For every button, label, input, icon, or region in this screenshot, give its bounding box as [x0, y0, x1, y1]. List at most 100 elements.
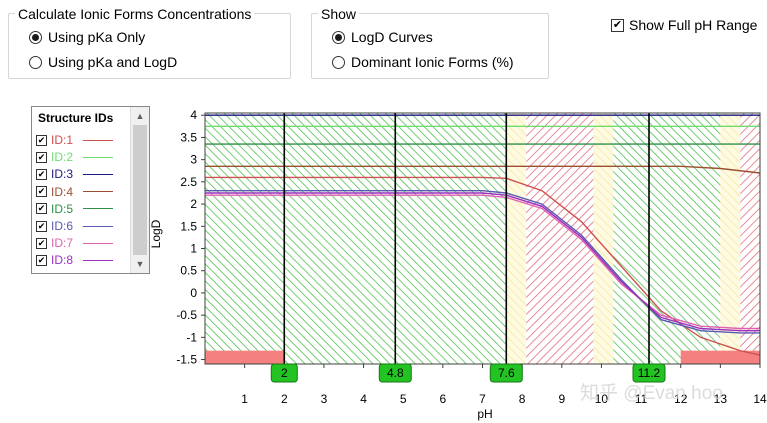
scroll-up-icon[interactable]: ▲ [135, 111, 145, 121]
legend-item-label: ID:5 [51, 201, 74, 216]
show-full-ph-range-box[interactable]: ✔ [611, 18, 624, 32]
legend-item-checkbox[interactable]: ✔ [36, 237, 47, 249]
legend-item-label: ID:3 [51, 167, 74, 182]
pka-marker-box [632, 363, 666, 383]
x-tick-label: 3 [321, 392, 328, 406]
ph-region-yellow [506, 113, 527, 364]
pka-marker-box [489, 363, 523, 383]
y-tick-label: 4 [190, 108, 197, 122]
y-tick-label: 2.5 [180, 175, 197, 189]
structure-ids-legend: Structure IDs ✔ ID:1 ✔ ID:2 ✔ ID:3 ✔ ID:4 ✔ ID:5 ✔… [31, 106, 150, 274]
scroll-down-icon[interactable]: ▼ [135, 259, 145, 269]
y-tick-label: 3 [190, 153, 197, 167]
scroll-thumb[interactable] [133, 125, 147, 255]
y-tick-label: 0.5 [180, 264, 197, 278]
x-tick-label: 4 [360, 392, 367, 406]
radio-pka-only[interactable]: Using pKa Only [29, 29, 145, 45]
legend-item[interactable]: ✔ ID:3 [36, 167, 113, 181]
legend-item-label: ID:7 [51, 236, 74, 251]
radio-dominant-forms-circle[interactable] [332, 55, 345, 69]
range-bar [205, 350, 285, 364]
x-tick-label: 14 [753, 392, 767, 406]
show-full-ph-range-checkbox[interactable]: ✔ Show Full pH Range [611, 17, 757, 33]
ph-region-green [613, 113, 721, 364]
radio-pka-only-circle[interactable] [29, 30, 42, 44]
legend-item[interactable]: ✔ ID:2 [36, 150, 113, 164]
legend-item[interactable]: ✔ ID:5 [36, 202, 113, 216]
legend-item[interactable]: ✔ ID:7 [36, 236, 113, 250]
legend-item-checkbox[interactable]: ✔ [36, 168, 47, 180]
pka-marker[interactable]: 11.2 [632, 363, 666, 383]
radio-dominant-forms[interactable]: Dominant Ionic Forms (%) [332, 54, 514, 70]
legend-item-swatch [83, 225, 113, 227]
x-tick-label: 2 [281, 392, 288, 406]
x-tick-label: 10 [595, 392, 609, 406]
radio-pka-logd-circle[interactable] [29, 55, 42, 69]
logd-curve-id6 [205, 190, 760, 334]
radio-pka-logd[interactable]: Using pKa and LogD [29, 54, 177, 70]
legend-item-label: ID:4 [51, 184, 74, 199]
pka-marker[interactable]: 2 [270, 363, 298, 383]
x-tick-label: 13 [714, 392, 728, 406]
legend-item-label: ID:2 [51, 150, 74, 165]
legend-item-label: ID:1 [51, 133, 74, 147]
x-tick-label: 7 [479, 392, 486, 406]
ph-region-yellow [593, 113, 614, 364]
legend-item[interactable]: ✔ ID:1 [36, 133, 113, 147]
legend-item-checkbox[interactable]: ✔ [36, 134, 47, 146]
legend-item-swatch [83, 191, 113, 193]
x-tick-label: 11 [635, 392, 648, 406]
ph-region-green [205, 113, 507, 364]
legend-item[interactable]: ✔ ID:4 [36, 185, 113, 199]
legend-item[interactable]: ✔ ID:8 [36, 253, 113, 267]
legend-item-swatch [83, 156, 113, 158]
pka-marker[interactable]: 7.6 [489, 363, 523, 383]
pka-marker[interactable]: 4.8 [378, 363, 412, 383]
ph-region-yellow [720, 113, 741, 364]
pka-marker-label: 4.8 [387, 366, 404, 380]
pka-marker-label: 7.6 [498, 366, 515, 380]
x-axis-label: pH [477, 407, 492, 421]
x-tick-label: 6 [440, 392, 447, 406]
show-group-title: Show [318, 6, 360, 22]
logd-curve-id1 [205, 176, 761, 356]
legend-item-swatch [83, 242, 113, 244]
radio-logd-curves-label: LogD Curves [351, 29, 433, 45]
calc-group-title: Calculate Ionic Forms Concentrations [15, 6, 255, 22]
y-tick-label: 0 [190, 286, 197, 300]
x-tick-label: 8 [519, 392, 526, 406]
radio-logd-curves-circle[interactable] [332, 30, 345, 44]
legend-item-swatch [83, 139, 113, 141]
y-axis-label: LogD [149, 219, 163, 248]
range-bar [680, 350, 760, 364]
calc-options-group: Calculate Ionic Forms Concentrations Usi… [8, 6, 291, 79]
legend-item-checkbox[interactable]: ✔ [36, 203, 47, 215]
logd-curve-id8 [205, 192, 760, 332]
legend-item[interactable]: ✔ ID:6 [36, 219, 113, 233]
legend-title: Structure IDs [38, 111, 114, 125]
legend-item-label: ID:8 [51, 253, 74, 268]
y-tick-label: 3.5 [180, 130, 197, 144]
pka-marker-box [270, 363, 298, 383]
legend-item-checkbox[interactable]: ✔ [36, 151, 47, 163]
radio-logd-curves[interactable]: LogD Curves [332, 29, 433, 45]
x-tick-label: 5 [400, 392, 407, 406]
radio-selected-dot [335, 33, 342, 41]
y-tick-label: 1 [190, 241, 197, 255]
legend-item-checkbox[interactable]: ✔ [36, 186, 47, 198]
legend-item-checkbox[interactable]: ✔ [36, 254, 47, 266]
legend-item-swatch [83, 259, 113, 261]
y-tick-label: -1.5 [176, 353, 197, 367]
legend-item-checkbox[interactable]: ✔ [36, 220, 47, 232]
radio-dominant-forms-label: Dominant Ionic Forms (%) [351, 54, 514, 70]
legend-scrollbar[interactable]: ▲ ▼ [130, 107, 149, 273]
y-tick-label: -1 [186, 330, 197, 344]
x-tick-label: 12 [674, 392, 688, 406]
show-options-group: Show LogD Curves Dominant Ionic Forms (%… [311, 6, 549, 79]
y-tick-label: -0.5 [176, 308, 197, 322]
logd-curve-id4 [205, 165, 761, 174]
show-full-ph-range-label: Show Full pH Range [629, 17, 758, 33]
y-tick-label: 1.5 [180, 219, 197, 233]
radio-pka-logd-label: Using pKa and LogD [48, 54, 178, 70]
